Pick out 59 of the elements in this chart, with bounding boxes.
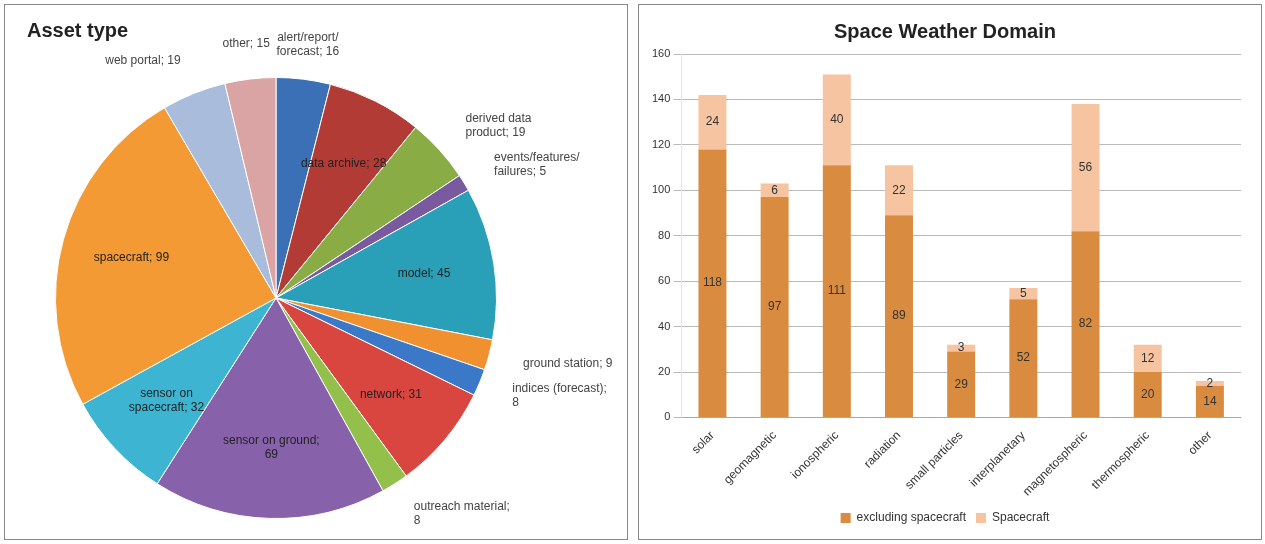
- bar: [760, 197, 789, 417]
- legend-label: Spacecraft: [992, 510, 1051, 525]
- data-label: 2: [1206, 375, 1214, 390]
- bar: [885, 165, 913, 216]
- data-label: 111: [827, 283, 847, 298]
- slice-label: spacecraft; 99: [93, 250, 170, 265]
- slice-label: network; 31: [359, 386, 423, 401]
- y-tick-label: 0: [664, 410, 671, 423]
- slice-label: alert/report/forecast; 16: [276, 29, 340, 58]
- bar: [1133, 344, 1162, 373]
- bar: [822, 74, 851, 166]
- chart-title: Asset type: [27, 19, 129, 42]
- chart-title: Space Weather Domain: [834, 19, 1056, 42]
- slice-label: web portal; 19: [104, 52, 181, 67]
- slice-label: outreach material; 8: [413, 498, 510, 527]
- bar: [1071, 103, 1100, 232]
- y-tick-label: 40: [658, 319, 671, 332]
- slice-label: derived data product; 19: [465, 111, 532, 140]
- legend-label: excluding spacecraft: [856, 510, 967, 525]
- slice-label: sensor on ground; 69: [222, 433, 320, 462]
- data-label: 24: [705, 114, 720, 129]
- data-label: 97: [767, 299, 782, 314]
- slice-label: ground station; 9: [523, 356, 613, 371]
- data-label: 12: [1141, 350, 1155, 365]
- bar: [698, 149, 727, 417]
- y-tick-label: 140: [651, 92, 671, 105]
- slice-label: indices (forecast); 8: [512, 381, 607, 410]
- bar: [760, 183, 789, 198]
- data-label: 82: [1078, 316, 1093, 331]
- data-label: 29: [954, 376, 969, 391]
- y-tick-label: 120: [651, 137, 671, 150]
- slice-label: events/features/failures; 5: [494, 149, 581, 178]
- data-label: 118: [702, 275, 723, 290]
- y-tick-label: 80: [658, 228, 671, 241]
- bar: [947, 351, 976, 417]
- data-label: 56: [1078, 159, 1093, 174]
- bar: [885, 215, 913, 417]
- data-label: 52: [1016, 350, 1031, 365]
- y-tick-label: 20: [658, 365, 671, 378]
- y-tick-label: 60: [658, 274, 671, 287]
- data-label: 20: [1141, 386, 1155, 401]
- data-label: 89: [892, 308, 906, 323]
- slice-label: sensor on spacecraft; 32: [128, 385, 205, 414]
- bar: [1195, 385, 1224, 417]
- y-tick-label: 100: [651, 183, 671, 196]
- y-tick-label: 160: [651, 47, 671, 60]
- data-label: 40: [830, 112, 844, 127]
- data-label: 6: [771, 182, 779, 197]
- bar: [1071, 231, 1100, 417]
- bar: [1009, 299, 1038, 417]
- data-label: 14: [1203, 393, 1217, 408]
- bar: [698, 94, 727, 150]
- data-label: 3: [957, 340, 965, 355]
- data-label: 22: [892, 182, 906, 197]
- data-label: 5: [1020, 285, 1028, 300]
- bar: [1133, 372, 1162, 417]
- slice-label: other; 15: [222, 36, 271, 51]
- bar: [822, 165, 851, 417]
- slice-label: model; 45: [397, 266, 451, 281]
